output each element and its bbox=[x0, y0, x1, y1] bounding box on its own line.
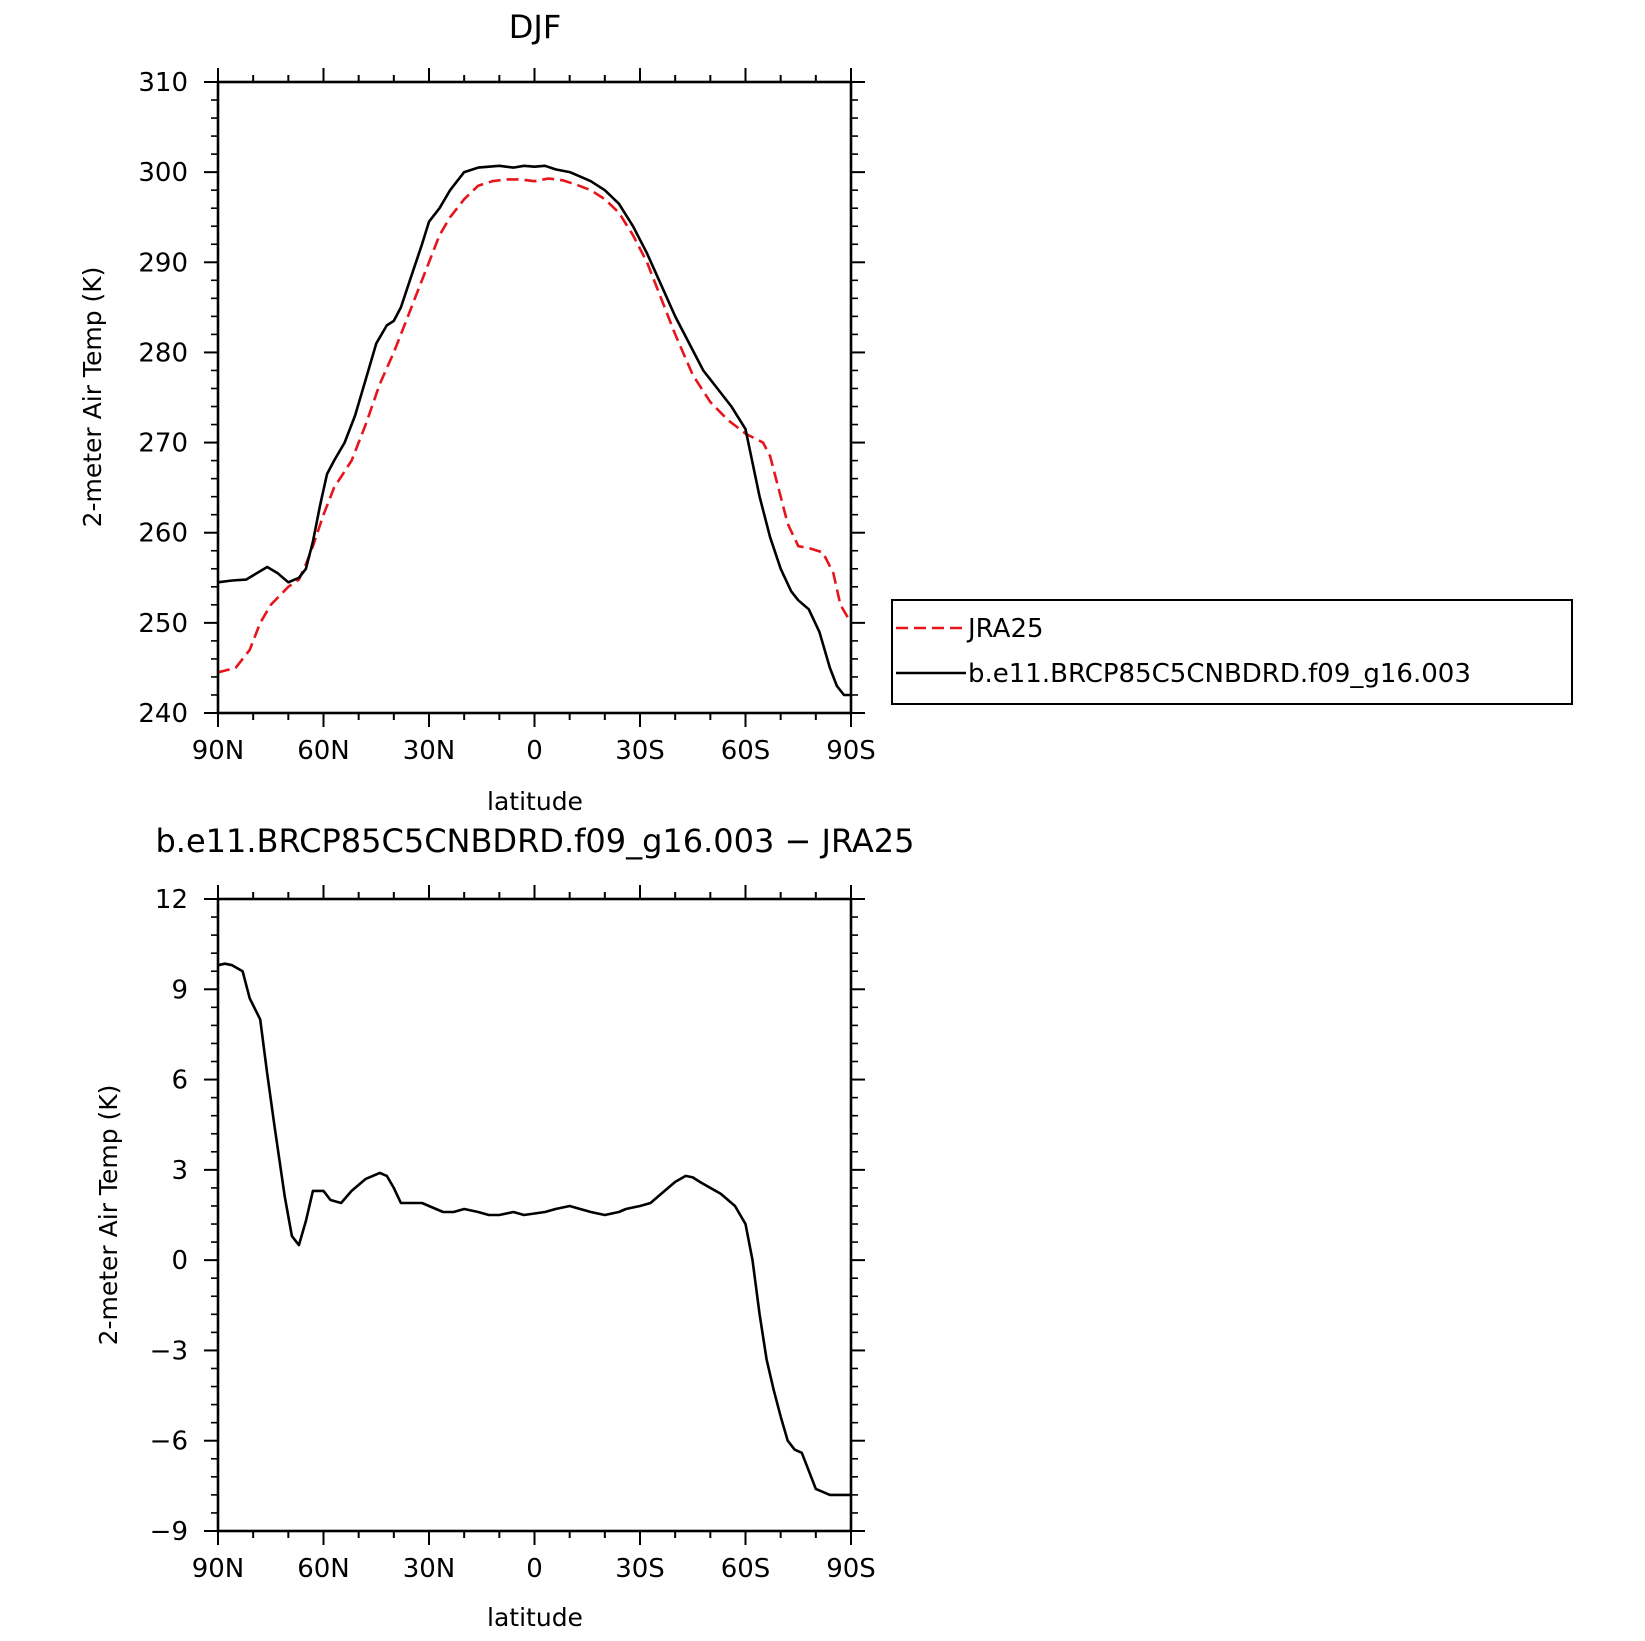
legend-box bbox=[891, 599, 1573, 705]
y-tick-label: 270 bbox=[138, 429, 188, 459]
x-tick-label: 90N bbox=[192, 1554, 245, 1584]
y-tick-label: 260 bbox=[138, 519, 188, 549]
x-tick-label: 60S bbox=[721, 1554, 771, 1584]
panel-difference: b.e11.BRCP85C5CNBDRD.f09_g16.003 − JRA25… bbox=[94, 822, 915, 1632]
x-tick-label: 60N bbox=[297, 736, 350, 766]
plot-frame bbox=[216, 80, 853, 715]
y-axis-title: 2-meter Air Temp (K) bbox=[78, 267, 107, 528]
x-tick-label: 30N bbox=[403, 736, 456, 766]
x-tick-label: 0 bbox=[526, 1554, 543, 1584]
y-tick-label: 9 bbox=[171, 975, 188, 1005]
x-tick-label: 90N bbox=[192, 736, 245, 766]
y-tick-label: 6 bbox=[171, 1066, 188, 1096]
plot-frame bbox=[216, 897, 853, 1533]
x-tick-label: 60N bbox=[297, 1554, 350, 1584]
y-tick-label: 290 bbox=[138, 248, 188, 278]
y-tick-label: 250 bbox=[138, 609, 188, 639]
x-tick-label: 90S bbox=[826, 1554, 876, 1584]
panel-absolute-temperature: DJF 90N 60N 30N 0 30S 60S 90S 240 250 260 270 280 29… bbox=[78, 8, 1573, 816]
y-tick-label: −9 bbox=[150, 1517, 188, 1547]
y-tick-label: 300 bbox=[138, 158, 188, 188]
x-tick-label: 30S bbox=[615, 1554, 665, 1584]
x-tick-label: 30N bbox=[403, 1554, 456, 1584]
y-tick-label: 240 bbox=[138, 699, 188, 729]
y-axis-title: 2-meter Air Temp (K) bbox=[94, 1085, 123, 1346]
y-tick-label: 0 bbox=[171, 1246, 188, 1276]
y-tick-label: −3 bbox=[150, 1336, 188, 1366]
y-tick-label: 12 bbox=[155, 885, 188, 915]
x-tick-label: 90S bbox=[826, 736, 876, 766]
x-tick-label: 30S bbox=[615, 736, 665, 766]
x-axis-title: latitude bbox=[487, 787, 583, 816]
panel-title: DJF bbox=[509, 8, 561, 46]
x-tick-label: 60S bbox=[721, 736, 771, 766]
panel-title: b.e11.BRCP85C5CNBDRD.f09_g16.003 − JRA25 bbox=[155, 822, 914, 860]
y-tick-label: −6 bbox=[150, 1427, 188, 1457]
y-tick-label: 310 bbox=[138, 68, 188, 98]
y-tick-label: 3 bbox=[171, 1156, 188, 1186]
legend: JRA25 b.e11.BRCP85C5CNBDRD.f09_g16.003 bbox=[891, 599, 1573, 705]
series-line-b-e11-brcp85c5cnbdrd-f09-g16-003 bbox=[217, 164, 851, 697]
x-tick-label: 0 bbox=[526, 736, 543, 766]
legend-label-jra25: JRA25 bbox=[966, 614, 1044, 644]
y-tick-label: 280 bbox=[138, 338, 188, 368]
series-line-jra25 bbox=[217, 177, 853, 674]
series-line-diff-0 bbox=[217, 962, 851, 1497]
x-axis-title: latitude bbox=[487, 1603, 583, 1632]
legend-label-model: b.e11.BRCP85C5CNBDRD.f09_g16.003 bbox=[968, 659, 1471, 689]
